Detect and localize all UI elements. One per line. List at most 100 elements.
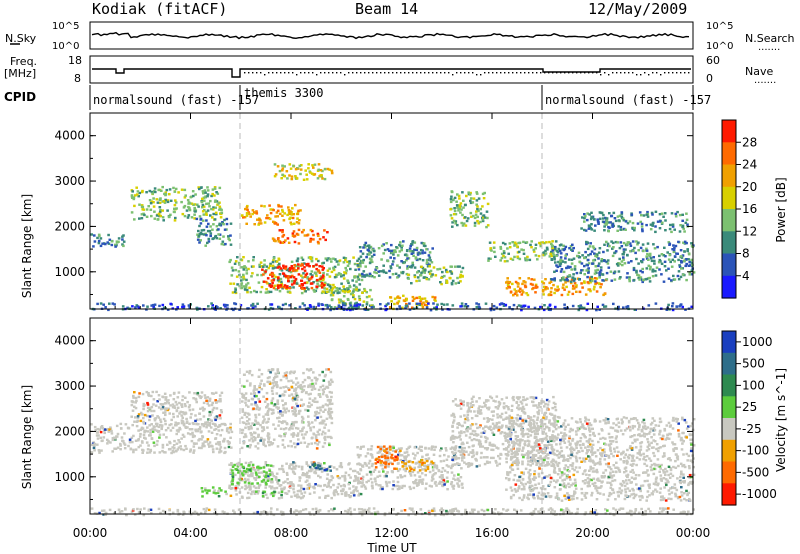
velocity-cell xyxy=(140,440,144,443)
velocity-cell xyxy=(164,419,167,423)
power-cell xyxy=(197,229,200,233)
power-cell xyxy=(625,306,629,309)
velocity-cell xyxy=(361,465,365,468)
velocity-cell xyxy=(178,428,182,431)
power-cell xyxy=(329,283,332,287)
velocity-cell xyxy=(291,410,294,413)
velocity-cell xyxy=(326,435,330,439)
velocity-cell xyxy=(95,434,99,437)
power-cell xyxy=(605,271,609,275)
power-cell xyxy=(145,208,149,211)
power-cell xyxy=(636,243,639,246)
power-cell xyxy=(321,169,324,173)
power-cell xyxy=(131,190,134,193)
velocity-cell xyxy=(218,398,222,401)
power-cell xyxy=(653,262,656,265)
power-cell xyxy=(293,279,296,283)
power-cell xyxy=(236,256,239,259)
power-cell xyxy=(169,213,172,216)
velocity-cell xyxy=(307,385,310,389)
velocity-cell xyxy=(304,408,307,412)
power-cell xyxy=(648,268,652,271)
velocity-cell xyxy=(552,430,555,433)
velocity-cell xyxy=(452,421,455,424)
power-cell xyxy=(646,252,649,256)
power-cell xyxy=(242,285,246,288)
power-cell xyxy=(291,269,295,273)
power-cell xyxy=(214,305,218,308)
power-cell xyxy=(243,216,247,219)
power-cell xyxy=(559,262,563,265)
power-cell xyxy=(360,260,364,263)
velocity-cell xyxy=(255,388,259,391)
power-cell xyxy=(148,189,152,193)
velocity-cell xyxy=(508,419,511,423)
power-cell xyxy=(624,228,627,231)
velocity-cell xyxy=(381,464,384,467)
power-cell xyxy=(431,273,434,276)
velocity-cell xyxy=(420,449,423,452)
velocity-cell xyxy=(164,413,167,417)
power-cell xyxy=(307,288,310,291)
velocity-cell xyxy=(373,468,377,472)
velocity-cell xyxy=(313,414,317,417)
velocity-cell xyxy=(306,445,309,448)
date-title: 12/May/2009 xyxy=(588,0,687,18)
power-cell xyxy=(184,194,187,197)
velocity-cell xyxy=(158,436,161,439)
velocity-cell xyxy=(544,449,547,452)
velocity-cell xyxy=(241,400,244,403)
power-cell xyxy=(457,207,461,211)
velocity-cell xyxy=(244,433,247,436)
power-cell xyxy=(334,258,337,261)
power-cell xyxy=(356,275,360,278)
velocity-cell xyxy=(300,429,304,433)
velocity-cell xyxy=(285,371,289,374)
velocity-cell xyxy=(310,388,314,391)
velocity-cell xyxy=(215,447,219,450)
power-cell xyxy=(429,259,432,262)
velocity-cell xyxy=(530,426,534,429)
velocity-cell xyxy=(294,383,298,386)
power-cell xyxy=(602,213,605,217)
power-cell xyxy=(195,306,199,310)
power-cell xyxy=(202,233,206,236)
power-cell xyxy=(508,306,511,309)
velocity-cell xyxy=(527,416,530,419)
colorbar-tick-label: 4 xyxy=(742,269,750,283)
power-cell xyxy=(121,243,124,246)
power-cell xyxy=(581,254,584,257)
power-cell xyxy=(298,305,302,309)
velocity-cell xyxy=(192,397,195,400)
velocity-cell xyxy=(537,451,540,454)
power-cell xyxy=(431,295,434,299)
power-cell xyxy=(245,212,249,215)
velocity-cell xyxy=(354,475,357,478)
velocity-cell xyxy=(123,432,126,435)
power-cell xyxy=(328,288,332,292)
power-cell xyxy=(355,288,358,291)
power-cell xyxy=(260,285,264,289)
power-cell xyxy=(636,273,639,277)
power-cell xyxy=(646,215,650,218)
power-cell xyxy=(358,303,362,306)
power-cell xyxy=(594,269,597,272)
power-cell xyxy=(248,286,251,289)
velocity-cell xyxy=(301,381,305,384)
velocity-cell xyxy=(327,409,331,412)
velocity-cell xyxy=(119,442,122,446)
velocity-cell xyxy=(251,474,254,478)
power-cell xyxy=(308,304,312,307)
power-cell xyxy=(190,202,194,205)
power-cell xyxy=(149,208,153,211)
velocity-cell xyxy=(248,488,252,491)
velocity-cell xyxy=(263,418,266,421)
power-cell xyxy=(469,199,472,203)
power-cell xyxy=(591,216,594,219)
power-cell xyxy=(421,252,424,255)
velocity-cell xyxy=(463,414,466,417)
power-cell xyxy=(278,262,281,266)
power-cell xyxy=(330,291,334,294)
velocity-cell xyxy=(444,447,448,450)
